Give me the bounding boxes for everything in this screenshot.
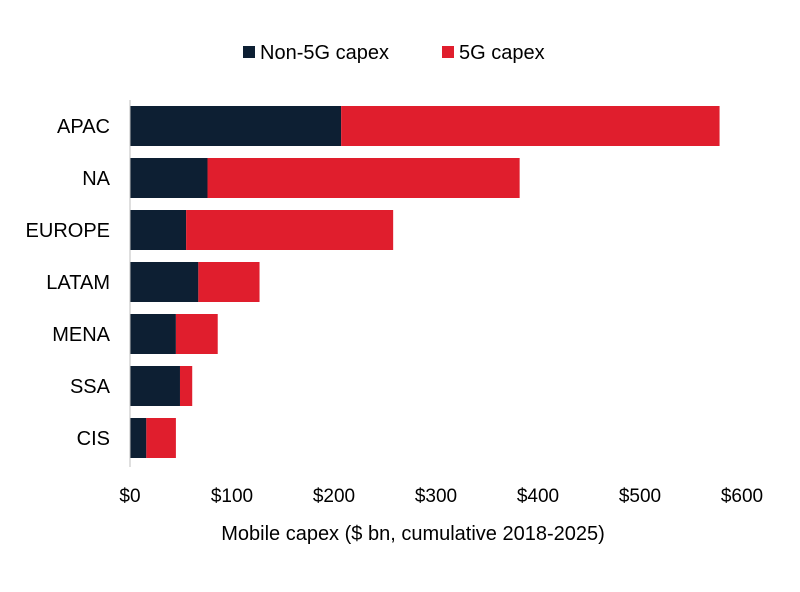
legend-swatch-non-5g bbox=[243, 46, 255, 58]
bar-cis-non-5g bbox=[130, 418, 147, 458]
category-label-latam: LATAM bbox=[46, 272, 110, 294]
x-axis-title: Mobile capex ($ bn, cumulative 2018-2025… bbox=[221, 523, 605, 545]
legend-swatch-5g bbox=[442, 46, 454, 58]
category-label-ssa: SSA bbox=[70, 376, 111, 398]
category-label-na: NA bbox=[82, 168, 110, 190]
x-tick-labels: $0 $100 $200 $300 $400 $500 $600 bbox=[119, 486, 763, 507]
category-label-cis: CIS bbox=[77, 428, 110, 450]
bar-na-non-5g bbox=[130, 158, 208, 198]
category-label-mena: MENA bbox=[52, 324, 110, 346]
category-label-europe: EUROPE bbox=[26, 220, 110, 242]
bar-ssa-non-5g bbox=[130, 366, 180, 406]
legend: Non-5G capex 5G capex bbox=[243, 42, 545, 64]
x-tick-label: $0 bbox=[119, 486, 140, 507]
bar-latam-5g bbox=[198, 262, 260, 302]
x-tick-label: $100 bbox=[211, 486, 253, 507]
bar-na-5g bbox=[207, 158, 520, 198]
x-tick-label: $400 bbox=[517, 486, 559, 507]
bar-apac-non-5g bbox=[130, 106, 342, 146]
bar-europe-non-5g bbox=[130, 210, 187, 250]
bar-mena-5g bbox=[175, 314, 218, 354]
x-tick-label: $600 bbox=[721, 486, 763, 507]
x-tick-label: $500 bbox=[619, 486, 661, 507]
category-label-apac: APAC bbox=[57, 116, 110, 138]
x-tick-label: $200 bbox=[313, 486, 355, 507]
bar-latam-non-5g bbox=[130, 262, 199, 302]
x-tick-label: $300 bbox=[415, 486, 457, 507]
bar-ssa-5g bbox=[179, 366, 193, 406]
bars bbox=[130, 106, 720, 458]
legend-label-non-5g: Non-5G capex bbox=[260, 42, 389, 64]
bar-mena-non-5g bbox=[130, 314, 176, 354]
category-labels: APAC NA EUROPE LATAM MENA SSA CIS bbox=[26, 116, 111, 450]
legend-label-5g: 5G capex bbox=[459, 42, 545, 64]
bar-apac-5g bbox=[341, 106, 720, 146]
bar-europe-5g bbox=[186, 210, 394, 250]
bar-cis-5g bbox=[146, 418, 176, 458]
